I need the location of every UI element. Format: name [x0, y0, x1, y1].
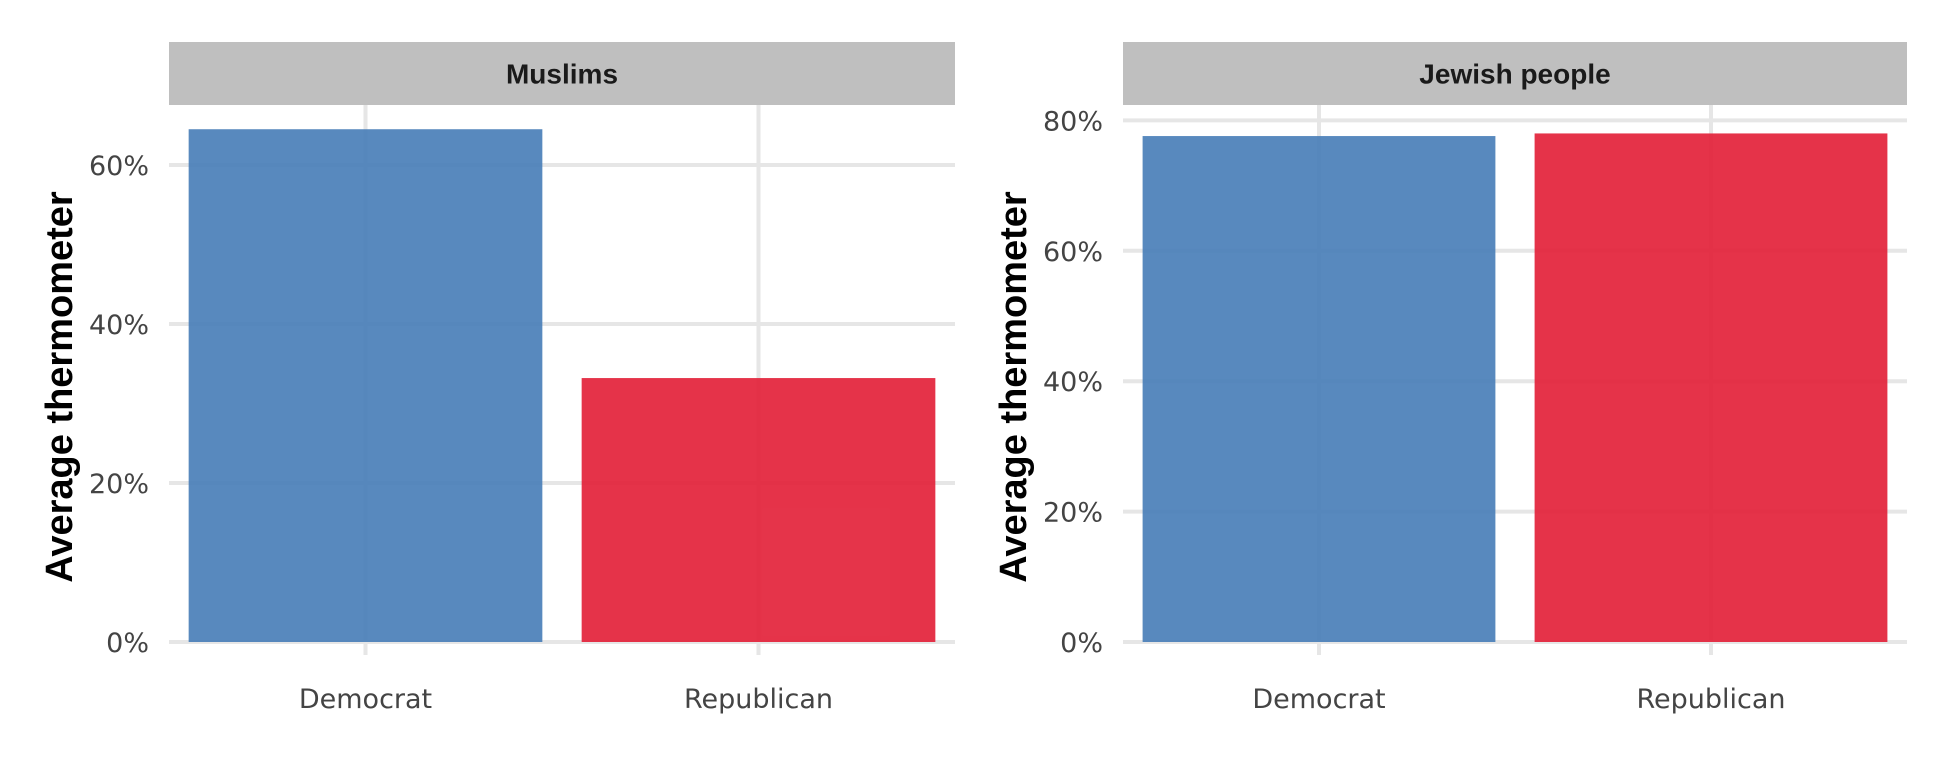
- x-tick-label-1-2: Republican: [684, 684, 833, 715]
- y-tick-label-1-4: 60%: [89, 151, 149, 182]
- bar-2-republican: [1534, 133, 1888, 642]
- y-tick-label-1-1: 0%: [106, 628, 149, 659]
- y-tick-label-2-5: 80%: [1043, 106, 1103, 137]
- y-tick-label-2-3: 40%: [1043, 367, 1103, 398]
- x-tick-label-1-1: Democrat: [299, 684, 432, 715]
- y-tick-label-1-3: 40%: [89, 310, 149, 341]
- y-tick-label-2-1: 0%: [1060, 628, 1103, 659]
- bar-1-democrat: [188, 129, 543, 643]
- bar-2-democrat: [1142, 136, 1496, 642]
- facet-strip-2: [1123, 42, 1907, 105]
- facet-title-2: Jewish people: [1419, 59, 1610, 90]
- x-tick-label-2-1: Democrat: [1252, 684, 1385, 715]
- x-tick-label-2-2: Republican: [1636, 684, 1785, 715]
- y-axis-title-1: Average thermometer: [39, 191, 81, 583]
- facet-title-1: Muslims: [506, 59, 618, 90]
- y-tick-label-1-2: 20%: [89, 469, 149, 500]
- y-tick-label-2-4: 60%: [1043, 237, 1103, 268]
- y-axis-title-2: Average thermometer: [993, 191, 1035, 583]
- y-tick-label-2-2: 20%: [1043, 498, 1103, 529]
- facet-strip-1: [169, 42, 955, 105]
- bar-1-republican: [581, 378, 936, 642]
